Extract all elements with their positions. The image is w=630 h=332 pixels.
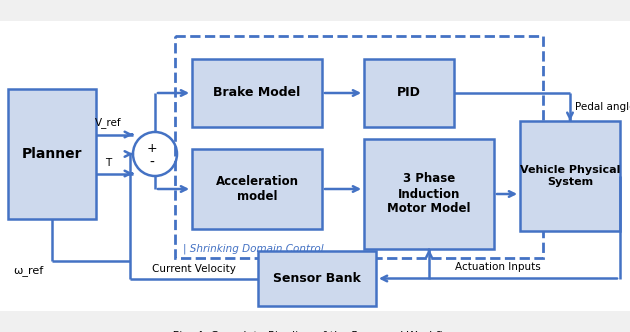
Text: Planner: Planner: [22, 147, 83, 161]
FancyBboxPatch shape: [8, 89, 96, 219]
FancyBboxPatch shape: [364, 59, 454, 127]
Text: 3 Phase
Induction
Motor Model: 3 Phase Induction Motor Model: [387, 173, 471, 215]
Text: Brake Model: Brake Model: [214, 87, 301, 100]
FancyBboxPatch shape: [520, 121, 620, 231]
Text: Current Velocity: Current Velocity: [152, 264, 236, 274]
FancyBboxPatch shape: [258, 251, 376, 306]
FancyBboxPatch shape: [0, 21, 630, 311]
Text: | Shrinking Domain Control: | Shrinking Domain Control: [183, 243, 324, 254]
Text: Sensor Bank: Sensor Bank: [273, 272, 361, 285]
Text: T: T: [105, 157, 111, 168]
Text: ω_ref: ω_ref: [14, 266, 44, 277]
Text: +: +: [147, 142, 158, 155]
Text: Vehicle Physical
System: Vehicle Physical System: [520, 165, 620, 187]
Text: Actuation Inputs: Actuation Inputs: [455, 263, 541, 273]
FancyBboxPatch shape: [364, 139, 494, 249]
FancyBboxPatch shape: [192, 59, 322, 127]
Text: Fig. 4: Complete Pipeline of the Proposed Workflow: Fig. 4: Complete Pipeline of the Propose…: [172, 331, 458, 332]
Text: -: -: [149, 156, 154, 170]
Text: Acceleration
model: Acceleration model: [215, 175, 299, 203]
Text: PID: PID: [397, 87, 421, 100]
FancyBboxPatch shape: [192, 149, 322, 229]
Text: Pedal angle: Pedal angle: [575, 102, 630, 112]
Text: V_ref: V_ref: [94, 118, 122, 128]
